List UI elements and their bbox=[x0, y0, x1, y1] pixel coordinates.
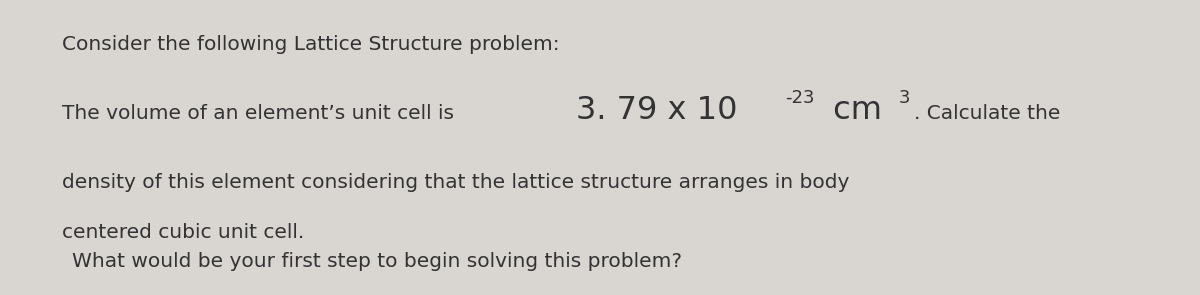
Text: density of this element considering that the lattice structure arranges in body: density of this element considering that… bbox=[62, 173, 850, 191]
Text: Consider the following Lattice Structure problem:: Consider the following Lattice Structure… bbox=[62, 35, 560, 54]
Text: -23: -23 bbox=[785, 89, 815, 107]
Text: 3: 3 bbox=[899, 89, 911, 107]
Text: The volume of an element’s unit cell is: The volume of an element’s unit cell is bbox=[62, 104, 461, 124]
Text: cm: cm bbox=[823, 96, 882, 127]
Text: 3. 79 x 10: 3. 79 x 10 bbox=[576, 96, 738, 127]
Text: What would be your first step to begin solving this problem?: What would be your first step to begin s… bbox=[72, 253, 682, 271]
Text: centered cubic unit cell.: centered cubic unit cell. bbox=[62, 223, 305, 242]
Text: . Calculate the: . Calculate the bbox=[914, 104, 1061, 124]
